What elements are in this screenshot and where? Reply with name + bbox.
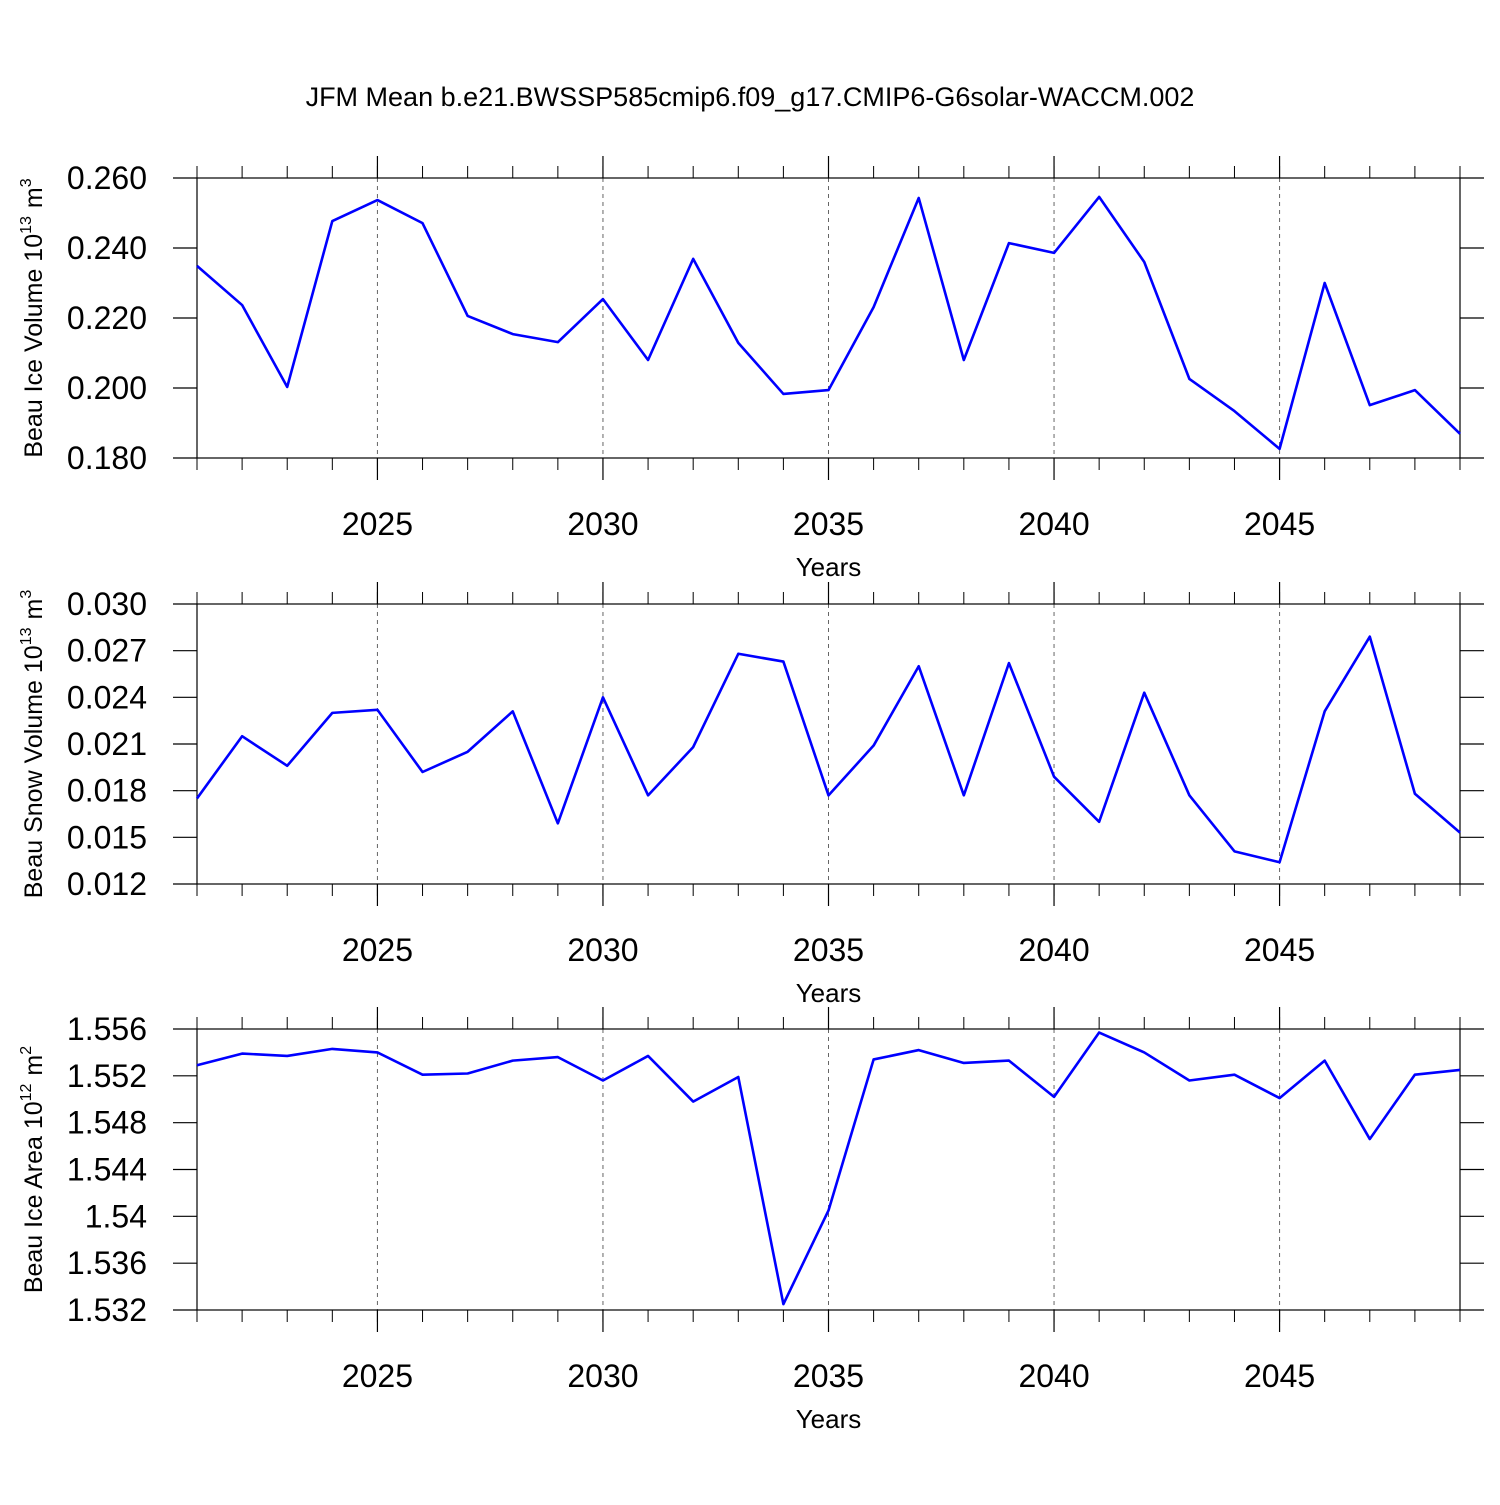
x-axis-label: Years <box>796 978 862 1008</box>
chart-title: JFM Mean b.e21.BWSSP585cmip6.f09_g17.CMI… <box>306 82 1195 112</box>
y-tick-label: 1.54 <box>85 1198 147 1234</box>
y-tick-label: 1.556 <box>67 1011 147 1047</box>
y-tick-label: 0.220 <box>67 300 147 336</box>
x-axis-label: Years <box>796 552 862 582</box>
x-tick-label: 2025 <box>342 506 413 542</box>
x-tick-label: 2035 <box>793 506 864 542</box>
y-tick-label: 0.015 <box>67 819 147 855</box>
x-tick-label: 2030 <box>567 1358 638 1394</box>
x-tick-label: 2025 <box>342 1358 413 1394</box>
x-tick-label: 2040 <box>1018 932 1089 968</box>
x-tick-label: 2030 <box>567 506 638 542</box>
y-tick-label: 0.260 <box>67 160 147 196</box>
y-label-power: 13 <box>18 627 35 645</box>
x-tick-label: 2035 <box>793 1358 864 1394</box>
y-label-unit: m <box>20 187 48 208</box>
y-tick-label: 0.200 <box>67 370 147 406</box>
y-tick-label: 1.552 <box>67 1058 147 1094</box>
x-tick-label: 2030 <box>567 932 638 968</box>
x-tick-label: 2040 <box>1018 506 1089 542</box>
plot-frame <box>196 1028 1461 1311</box>
y-label-unit: m <box>20 1055 48 1076</box>
y-tick-label: 1.532 <box>67 1292 147 1328</box>
y-tick-label: 0.030 <box>67 586 147 622</box>
x-tick-label: 2040 <box>1018 1358 1089 1394</box>
y-axis-label: Beau Snow Volume 1013 m3 <box>18 590 48 899</box>
y-tick-label: 0.240 <box>67 230 147 266</box>
x-tick-label: 2045 <box>1244 932 1315 968</box>
x-tick-label: 2035 <box>793 932 864 968</box>
x-tick-label: 2045 <box>1244 506 1315 542</box>
data-line <box>196 1031 1461 1306</box>
data-line <box>195 635 1461 864</box>
y-label-text: Beau Ice Area 10 <box>20 1101 48 1293</box>
y-tick-label: 0.027 <box>67 633 147 669</box>
y-label-unit-power: 2 <box>18 1046 35 1055</box>
y-label-text: Beau Snow Volume 10 <box>20 645 48 898</box>
plot-frame <box>196 177 1461 459</box>
y-axis-label: Beau Ice Area 1012 m2 <box>18 1046 48 1293</box>
plot-frame <box>196 603 1461 885</box>
y-tick-label: 1.548 <box>67 1105 147 1141</box>
y-label-power: 13 <box>18 216 35 234</box>
y-axis-label: Beau Ice Volume 1013 m3 <box>18 178 48 457</box>
x-tick-label: 2045 <box>1244 1358 1315 1394</box>
y-tick-label: 0.024 <box>67 679 147 715</box>
x-tick-label: 2025 <box>342 932 413 968</box>
y-tick-label: 1.536 <box>67 1245 147 1281</box>
y-tick-label: 0.018 <box>67 773 147 809</box>
y-label-unit-power: 3 <box>18 590 35 599</box>
y-label-unit: m <box>20 599 48 620</box>
y-tick-label: 0.012 <box>67 866 147 902</box>
y-tick-label: 1.544 <box>67 1152 147 1188</box>
y-label-power: 12 <box>18 1083 35 1101</box>
y-label-text: Beau Ice Volume 10 <box>20 234 48 458</box>
y-tick-label: 0.180 <box>67 440 147 476</box>
x-axis-label: Years <box>796 1404 862 1434</box>
y-tick-label: 0.021 <box>67 726 147 762</box>
y-label-unit-power: 3 <box>18 178 35 187</box>
data-line <box>196 195 1461 451</box>
